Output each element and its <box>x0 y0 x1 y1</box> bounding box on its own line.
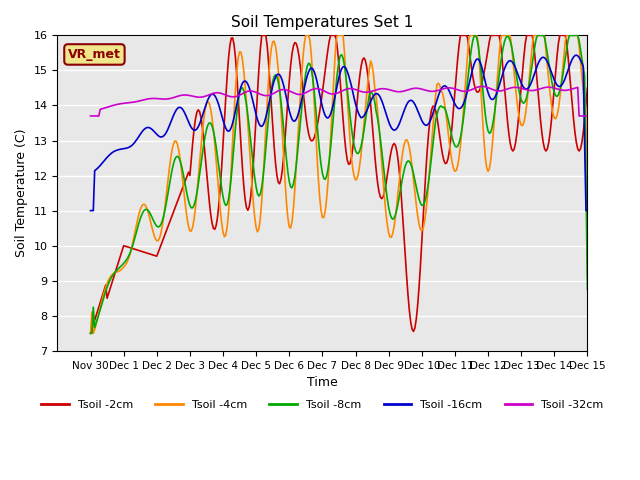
X-axis label: Time: Time <box>307 376 338 389</box>
Legend: Tsoil -2cm, Tsoil -4cm, Tsoil -8cm, Tsoil -16cm, Tsoil -32cm: Tsoil -2cm, Tsoil -4cm, Tsoil -8cm, Tsoi… <box>36 396 608 415</box>
Title: Soil Temperatures Set 1: Soil Temperatures Set 1 <box>231 15 413 30</box>
Y-axis label: Soil Temperature (C): Soil Temperature (C) <box>15 129 28 257</box>
Text: VR_met: VR_met <box>68 48 121 61</box>
